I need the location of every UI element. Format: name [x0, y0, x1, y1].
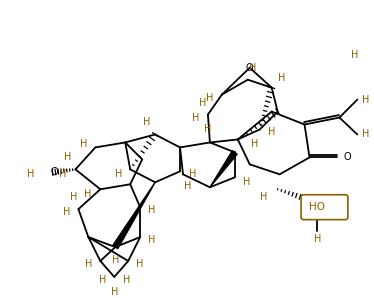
Text: H: H: [184, 181, 192, 191]
Text: H: H: [268, 128, 275, 137]
Text: H: H: [144, 117, 151, 127]
Text: H: H: [204, 125, 212, 134]
Text: H: H: [80, 139, 87, 149]
Text: O: O: [344, 152, 351, 162]
FancyBboxPatch shape: [301, 195, 348, 220]
Polygon shape: [113, 182, 155, 249]
Text: H: H: [111, 255, 119, 265]
Text: H: H: [314, 234, 321, 244]
Text: H: H: [85, 259, 92, 269]
Text: O: O: [246, 63, 254, 73]
Text: H: H: [70, 192, 77, 202]
Text: H: H: [192, 113, 200, 122]
Text: H: H: [243, 177, 251, 187]
Text: H: H: [206, 93, 214, 103]
Text: H: H: [59, 169, 66, 179]
Text: H: H: [351, 50, 358, 60]
Text: H: H: [27, 169, 34, 179]
Text: H: H: [260, 192, 267, 202]
Text: H: H: [251, 139, 258, 149]
Text: H: H: [64, 152, 71, 162]
Polygon shape: [210, 151, 237, 187]
Text: H: H: [123, 275, 130, 285]
Text: H: H: [114, 169, 122, 179]
Text: H: H: [148, 235, 156, 245]
Text: H: H: [99, 275, 106, 285]
Text: H: H: [84, 189, 91, 199]
Text: H: H: [249, 63, 257, 73]
Text: H: H: [148, 205, 156, 215]
Text: H: H: [362, 129, 369, 139]
Text: H: H: [189, 169, 197, 179]
Text: HO: HO: [310, 202, 325, 212]
Text: H: H: [278, 73, 285, 83]
Text: H: H: [63, 207, 70, 217]
Text: H: H: [137, 259, 144, 269]
Text: H: H: [199, 98, 206, 108]
Text: H: H: [111, 287, 118, 297]
Text: H: H: [362, 94, 369, 105]
Text: O: O: [51, 167, 58, 177]
